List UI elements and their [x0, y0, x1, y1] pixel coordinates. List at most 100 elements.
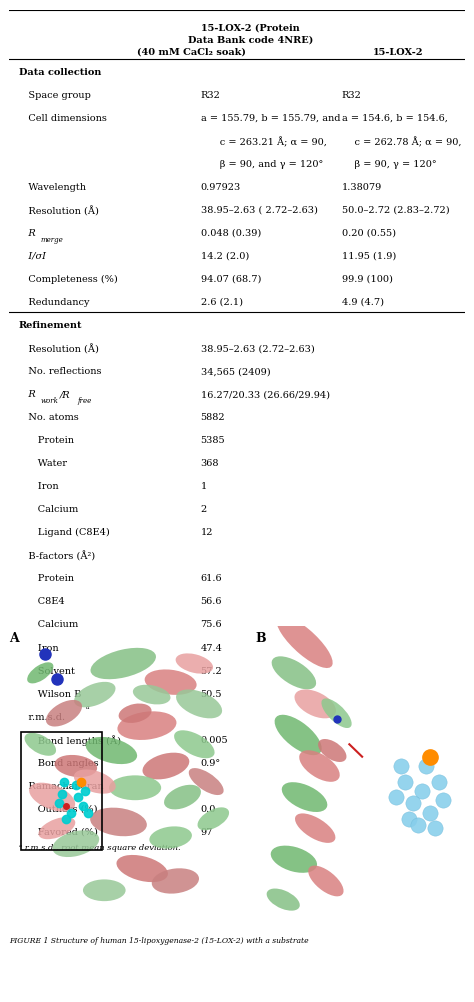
Ellipse shape	[91, 648, 156, 679]
Text: Ligand (C8E4): Ligand (C8E4)	[18, 528, 109, 537]
Text: 0.048 (0.39): 0.048 (0.39)	[201, 228, 261, 237]
Text: Completeness (%): Completeness (%)	[18, 275, 118, 284]
Text: FIGURE 1 Structure of human 15-lipoxygenase-2 (15-LOX-2) with a substrate: FIGURE 1 Structure of human 15-lipoxygen…	[9, 937, 309, 945]
Text: 368: 368	[201, 459, 219, 468]
Ellipse shape	[274, 714, 322, 756]
Ellipse shape	[133, 684, 171, 704]
Ellipse shape	[90, 808, 147, 837]
Text: Wilson B: Wilson B	[18, 689, 81, 698]
Ellipse shape	[143, 753, 189, 780]
Ellipse shape	[109, 776, 161, 801]
Ellipse shape	[176, 689, 222, 718]
Ellipse shape	[38, 817, 75, 840]
Text: Bond angles: Bond angles	[18, 759, 98, 768]
Text: Resolution (Å): Resolution (Å)	[18, 205, 99, 216]
Text: Calcium: Calcium	[18, 505, 78, 514]
Text: 15-LOX-2: 15-LOX-2	[374, 48, 424, 56]
Ellipse shape	[29, 783, 75, 812]
Text: Space group: Space group	[18, 90, 91, 99]
Text: β = 90, and γ = 120°: β = 90, and γ = 120°	[201, 159, 323, 168]
Ellipse shape	[272, 656, 316, 689]
Ellipse shape	[46, 700, 82, 726]
Text: 1.38079: 1.38079	[342, 182, 382, 191]
Text: R32: R32	[342, 90, 362, 99]
Text: c = 263.21 Å; α = 90,: c = 263.21 Å; α = 90,	[201, 136, 327, 147]
Text: ᵃ r.m.s.d., root mean square deviation.: ᵃ r.m.s.d., root mean square deviation.	[18, 844, 180, 852]
Ellipse shape	[318, 739, 346, 762]
Text: 50.5: 50.5	[201, 689, 222, 698]
Text: C8E4: C8E4	[18, 597, 64, 606]
Text: Iron: Iron	[18, 482, 58, 491]
Text: a = 154.6, b = 154.6,: a = 154.6, b = 154.6,	[342, 113, 447, 122]
Ellipse shape	[83, 880, 126, 901]
Text: 12: 12	[201, 528, 213, 537]
Ellipse shape	[189, 769, 224, 795]
Text: /R: /R	[60, 390, 70, 399]
Ellipse shape	[118, 703, 152, 722]
Text: Wavelength: Wavelength	[18, 182, 86, 191]
Text: 2.6 (2.1): 2.6 (2.1)	[201, 298, 243, 307]
Text: work: work	[40, 398, 58, 406]
Text: 50.0–2.72 (2.83–2.72): 50.0–2.72 (2.83–2.72)	[342, 205, 449, 214]
Ellipse shape	[295, 814, 336, 843]
Text: 14.2 (2.0): 14.2 (2.0)	[201, 252, 249, 261]
Text: Outliers (%): Outliers (%)	[18, 805, 97, 814]
Text: Redundancy: Redundancy	[18, 298, 89, 307]
Text: 1: 1	[201, 482, 207, 491]
Ellipse shape	[55, 755, 97, 778]
Text: B-factors (Å²): B-factors (Å²)	[18, 551, 95, 561]
Ellipse shape	[198, 808, 229, 831]
Text: free: free	[78, 398, 92, 406]
Text: I/σI: I/σI	[18, 252, 46, 261]
Ellipse shape	[282, 783, 328, 812]
Text: 4.9 (4.7): 4.9 (4.7)	[342, 298, 383, 307]
Ellipse shape	[118, 711, 176, 740]
Text: R32: R32	[201, 90, 220, 99]
Text: R: R	[18, 228, 36, 237]
Ellipse shape	[152, 869, 199, 894]
Ellipse shape	[299, 750, 340, 782]
Ellipse shape	[271, 846, 317, 873]
Ellipse shape	[321, 698, 352, 728]
Text: Resolution (Å): Resolution (Å)	[18, 344, 99, 355]
Text: 94.07 (68.7): 94.07 (68.7)	[201, 275, 261, 284]
Text: 5385: 5385	[201, 436, 225, 445]
Text: c = 262.78 Å; α = 90,: c = 262.78 Å; α = 90,	[342, 136, 461, 147]
Text: 0.005: 0.005	[201, 735, 228, 744]
Text: No. atoms: No. atoms	[18, 413, 78, 422]
Text: Bond lengths (Å): Bond lengths (Å)	[18, 735, 120, 746]
Text: Protein: Protein	[18, 436, 73, 445]
Text: No. reflections: No. reflections	[18, 367, 101, 376]
Text: 61.6: 61.6	[201, 574, 222, 583]
Text: 57.2: 57.2	[201, 666, 222, 675]
Text: Cell dimensions: Cell dimensions	[18, 113, 107, 122]
Text: 75.6: 75.6	[201, 620, 222, 629]
Text: 38.95–2.63 ( 2.72–2.63): 38.95–2.63 ( 2.72–2.63)	[201, 205, 318, 214]
Ellipse shape	[276, 615, 333, 668]
Text: Ramachandran: Ramachandran	[18, 782, 103, 791]
Text: 0.97923: 0.97923	[201, 182, 241, 191]
Text: Water: Water	[18, 459, 66, 468]
Text: a: a	[86, 705, 90, 710]
Text: 0.20 (0.55): 0.20 (0.55)	[342, 228, 396, 237]
Text: Favored (%): Favored (%)	[18, 828, 98, 837]
Text: 38.95–2.63 (2.72–2.63): 38.95–2.63 (2.72–2.63)	[201, 344, 314, 353]
Ellipse shape	[267, 889, 300, 911]
Ellipse shape	[74, 681, 116, 707]
Text: 5882: 5882	[201, 413, 225, 422]
Ellipse shape	[53, 831, 99, 857]
Ellipse shape	[25, 732, 56, 756]
Text: 0.9°: 0.9°	[201, 759, 221, 768]
Text: Protein: Protein	[18, 574, 73, 583]
Text: (40 mM CaCl₂ soak): (40 mM CaCl₂ soak)	[137, 48, 246, 56]
Ellipse shape	[176, 653, 213, 673]
Ellipse shape	[27, 662, 54, 683]
Text: 56.6: 56.6	[201, 597, 222, 606]
Ellipse shape	[74, 770, 116, 794]
Text: Calcium: Calcium	[18, 620, 78, 629]
Text: 97: 97	[201, 828, 213, 837]
Text: a = 155.79, b = 155.79, and: a = 155.79, b = 155.79, and	[201, 113, 340, 122]
Text: 47.4: 47.4	[201, 643, 222, 652]
Text: β = 90, γ = 120°: β = 90, γ = 120°	[342, 159, 436, 168]
Ellipse shape	[145, 669, 197, 695]
